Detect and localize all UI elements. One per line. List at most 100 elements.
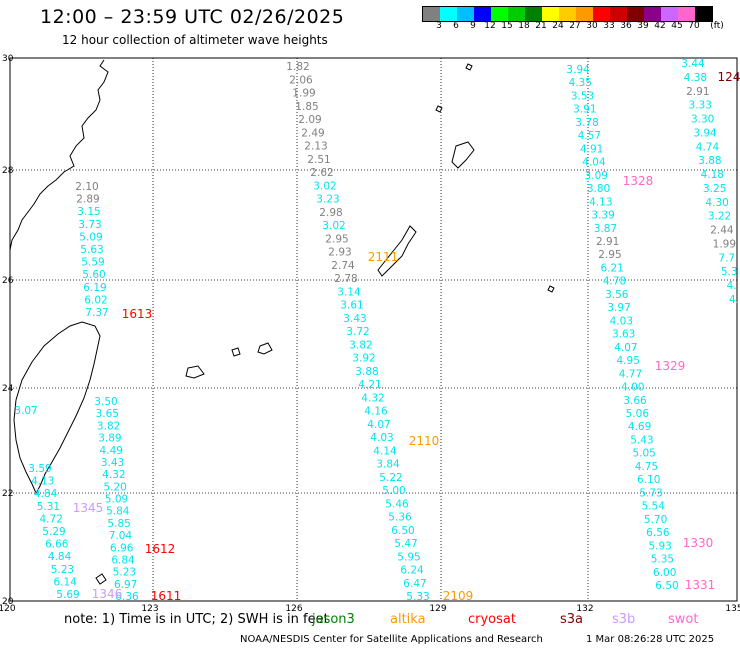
lon-tick-label: 126 bbox=[285, 604, 302, 614]
legend-label: 18 bbox=[518, 21, 530, 31]
legend-label: 9 bbox=[470, 21, 476, 31]
legend-swatch-5 bbox=[508, 7, 525, 21]
legend-swatch-3 bbox=[474, 7, 491, 21]
legend-label: 30 bbox=[586, 21, 598, 31]
pass-label: 1613 bbox=[122, 307, 153, 321]
island-north-1 bbox=[465, 63, 473, 71]
wave-height-label: 5.47 bbox=[394, 538, 417, 550]
legend-label: 33 bbox=[603, 21, 615, 31]
wave-height-label: 2.91 bbox=[596, 236, 619, 248]
wave-height-label: 4.07 bbox=[367, 419, 390, 431]
wave-height-label: 5.60 bbox=[82, 269, 105, 281]
wave-height-label: 2.10 bbox=[75, 181, 98, 193]
wave-height-label: 2.62 bbox=[310, 167, 333, 179]
wave-height-label: 4.74 bbox=[696, 141, 720, 153]
lat-tick-label: 20 bbox=[2, 597, 14, 607]
wave-height-label: 6.02 bbox=[84, 294, 107, 306]
pass-label: 124 bbox=[718, 70, 740, 84]
pass-label: 1611 bbox=[151, 589, 182, 603]
pass-label: 2109 bbox=[443, 589, 474, 603]
wave-height-label: 1.99 bbox=[292, 88, 315, 100]
wave-height-label: 3.50 bbox=[94, 396, 117, 408]
page-subtitle: 12 hour collection of altimeter wave hei… bbox=[62, 33, 328, 47]
wave-height-label: 4.84 bbox=[48, 551, 72, 563]
satellite-note: note: 1) Time is in UTC; 2) SWH is in fe… bbox=[64, 612, 698, 627]
axis-tick-labels: 120 123 126 129 132 135 30 28 26 24 22 20 bbox=[0, 54, 740, 614]
wave-height-label: 6.50 bbox=[391, 525, 414, 537]
island-east bbox=[547, 285, 555, 293]
wave-height-label: 2.95 bbox=[325, 233, 348, 245]
legend-swatch-1 bbox=[440, 7, 457, 21]
wave-height-label: 3.88 bbox=[698, 155, 721, 167]
wave-height-label: 3.56 bbox=[605, 289, 629, 301]
pass-label: 1328 bbox=[623, 174, 654, 188]
island-miyako bbox=[231, 347, 241, 357]
pass-label: 1612 bbox=[145, 542, 176, 556]
wave-height-label: 2.51 bbox=[307, 154, 330, 166]
wave-height-label: 3.02 bbox=[313, 180, 336, 192]
wave-height-label: 3.97 bbox=[607, 302, 630, 314]
wave-track-5: 3.594.134.845.314.725.296.664.845.236.14… bbox=[28, 463, 79, 601]
wave-height-label: 4.91 bbox=[580, 143, 603, 155]
wave-height-label: 6.96 bbox=[110, 542, 134, 554]
wave-height-label: 5.20 bbox=[103, 481, 126, 493]
island-north-2 bbox=[435, 105, 443, 113]
wave-height-label: 4.14 bbox=[373, 445, 397, 457]
wave-height-label: 3.22 bbox=[708, 211, 731, 223]
pass-label: 1331 bbox=[685, 578, 716, 592]
altimeter-tracks: 1.822.061.991.852.092.492.132.512.623.02… bbox=[14, 58, 739, 603]
island-ishigaki bbox=[185, 365, 205, 379]
wave-height-label: 5.29 bbox=[42, 526, 65, 538]
wave-height-label: 3.63 bbox=[612, 329, 635, 341]
wave-height-label: 5.22 bbox=[379, 472, 402, 484]
legend-swatch-10 bbox=[593, 7, 610, 21]
wave-height-label: 4.21 bbox=[358, 379, 381, 391]
wave-height-label: 4.35 bbox=[569, 77, 592, 89]
wave-height-label: 3.82 bbox=[349, 339, 372, 351]
note-prefix: note: 1) Time is in UTC; 2) SWH is in fe… bbox=[64, 612, 329, 627]
lat-tick-label: 30 bbox=[2, 54, 14, 64]
wave-height-label: 5.95 bbox=[397, 551, 420, 563]
wave-height-label: 4.57 bbox=[578, 130, 601, 142]
pass-label: 1330 bbox=[683, 536, 714, 550]
island-southwest bbox=[95, 573, 107, 585]
wave-height-label: 3.14 bbox=[337, 286, 361, 298]
wave-height-label: 2.78 bbox=[334, 273, 357, 285]
wave-height-label: 6.66 bbox=[45, 539, 69, 551]
wave-height-label: 2.09 bbox=[298, 114, 321, 126]
wave-height-label: 5.09 bbox=[79, 231, 102, 243]
lat-tick-label: 22 bbox=[2, 489, 13, 499]
page-title: 12:00 – 23:59 UTC 02/26/2025 bbox=[40, 6, 345, 28]
color-scale-legend bbox=[422, 6, 713, 22]
wave-height-label: 1.82 bbox=[286, 61, 309, 73]
wave-height-label: 4.07 bbox=[614, 342, 637, 354]
wave-height-label: 3.89 bbox=[98, 433, 121, 445]
wave-track-7: 3.44 4.38 2.91 3.33 3.303.94 4.74 3.88 4.18 3.25… bbox=[681, 58, 739, 306]
wave-height-label: 4.77 bbox=[619, 368, 642, 380]
satellite-swot: swot bbox=[668, 612, 699, 627]
wave-height-label: 3.15 bbox=[77, 206, 100, 218]
wave-height-label: 5.36 bbox=[388, 512, 412, 524]
legend-label: 45 bbox=[671, 21, 683, 31]
wave-height-label: 3.88 bbox=[355, 366, 378, 378]
footer-credit: NOAA/NESDIS Center for Satellite Applica… bbox=[240, 634, 543, 645]
wave-height-label: 4.49 bbox=[100, 445, 123, 457]
legend-label: 15 bbox=[501, 21, 513, 31]
map-frame bbox=[9, 57, 738, 602]
legend-swatch-16 bbox=[695, 7, 712, 21]
color-scale-labels: 3 6 9 12 15 18 21 24 27 30 33 36 39 42 45 70 (ft) bbox=[422, 21, 740, 35]
wave-height-label: 6.50 bbox=[655, 580, 678, 592]
wave-height-label: 5.70 bbox=[644, 514, 667, 526]
wave-height-label: 1.99 bbox=[713, 238, 736, 250]
satellite-altika: altika bbox=[390, 612, 426, 627]
wave-height-label: 3.61 bbox=[340, 300, 363, 312]
wave-height-label: 3.33 bbox=[689, 100, 712, 112]
wave-height-label: 5.31 bbox=[37, 501, 60, 513]
wave-height-label: 6.00 bbox=[653, 567, 676, 579]
wave-height-label: 4.03 bbox=[370, 432, 393, 444]
wave-height-label: 6.84 bbox=[111, 554, 135, 566]
wave-height-label: 4.84 bbox=[34, 488, 58, 500]
lon-tick-label: 129 bbox=[429, 604, 446, 614]
wave-height-label: 4.32 bbox=[361, 392, 384, 404]
wave-height-label: 2.98 bbox=[319, 207, 342, 219]
